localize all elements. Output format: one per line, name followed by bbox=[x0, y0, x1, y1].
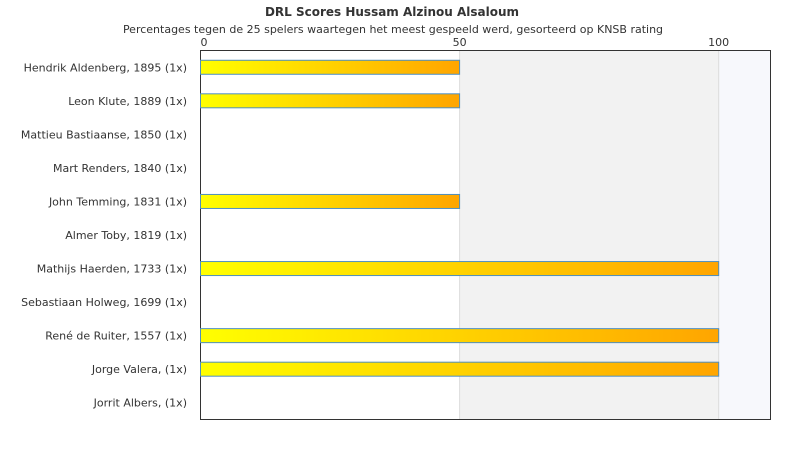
category-label: Leon Klute, 1889 (1x) bbox=[68, 95, 187, 108]
category-label: Hendrik Aldenberg, 1895 (1x) bbox=[24, 61, 187, 74]
category-label: Mathijs Haerden, 1733 (1x) bbox=[37, 263, 187, 276]
category-label: John Temming, 1831 (1x) bbox=[48, 195, 187, 208]
gridlines bbox=[459, 50, 720, 420]
category-label: René de Ruiter, 1557 (1x) bbox=[45, 330, 187, 343]
chart-subtitle: Percentages tegen de 25 spelers waartege… bbox=[123, 23, 663, 36]
x-axis-ticks: 0 50 100 bbox=[201, 36, 730, 49]
bar bbox=[200, 261, 720, 277]
x-tick-label: 50 bbox=[453, 36, 467, 49]
bar bbox=[200, 59, 461, 75]
category-label: Jorrit Albers, (1x) bbox=[93, 397, 187, 410]
category-label: Almer Toby, 1819 (1x) bbox=[65, 229, 187, 242]
bar bbox=[200, 361, 720, 377]
plot-area-frame bbox=[200, 50, 771, 420]
band-100-plus bbox=[718, 50, 771, 420]
category-label: Mart Renders, 1840 (1x) bbox=[53, 162, 187, 175]
x-tick-label: 100 bbox=[708, 36, 729, 49]
category-label: Sebastiaan Holweg, 1699 (1x) bbox=[21, 296, 187, 309]
x-tick-label: 0 bbox=[201, 36, 208, 49]
bars bbox=[200, 59, 720, 377]
bar bbox=[200, 93, 461, 109]
category-labels: Hendrik Aldenberg, 1895 (1x) Leon Klute, … bbox=[21, 61, 187, 409]
bar bbox=[200, 193, 461, 209]
bar bbox=[200, 328, 720, 344]
category-label: Mattieu Bastiaanse, 1850 (1x) bbox=[21, 128, 187, 141]
background-bands bbox=[459, 50, 771, 420]
category-label: Jorge Valera, (1x) bbox=[91, 363, 187, 376]
chart-title: DRL Scores Hussam Alzinou Alsaloum bbox=[265, 5, 519, 19]
band-50-100 bbox=[459, 50, 719, 420]
